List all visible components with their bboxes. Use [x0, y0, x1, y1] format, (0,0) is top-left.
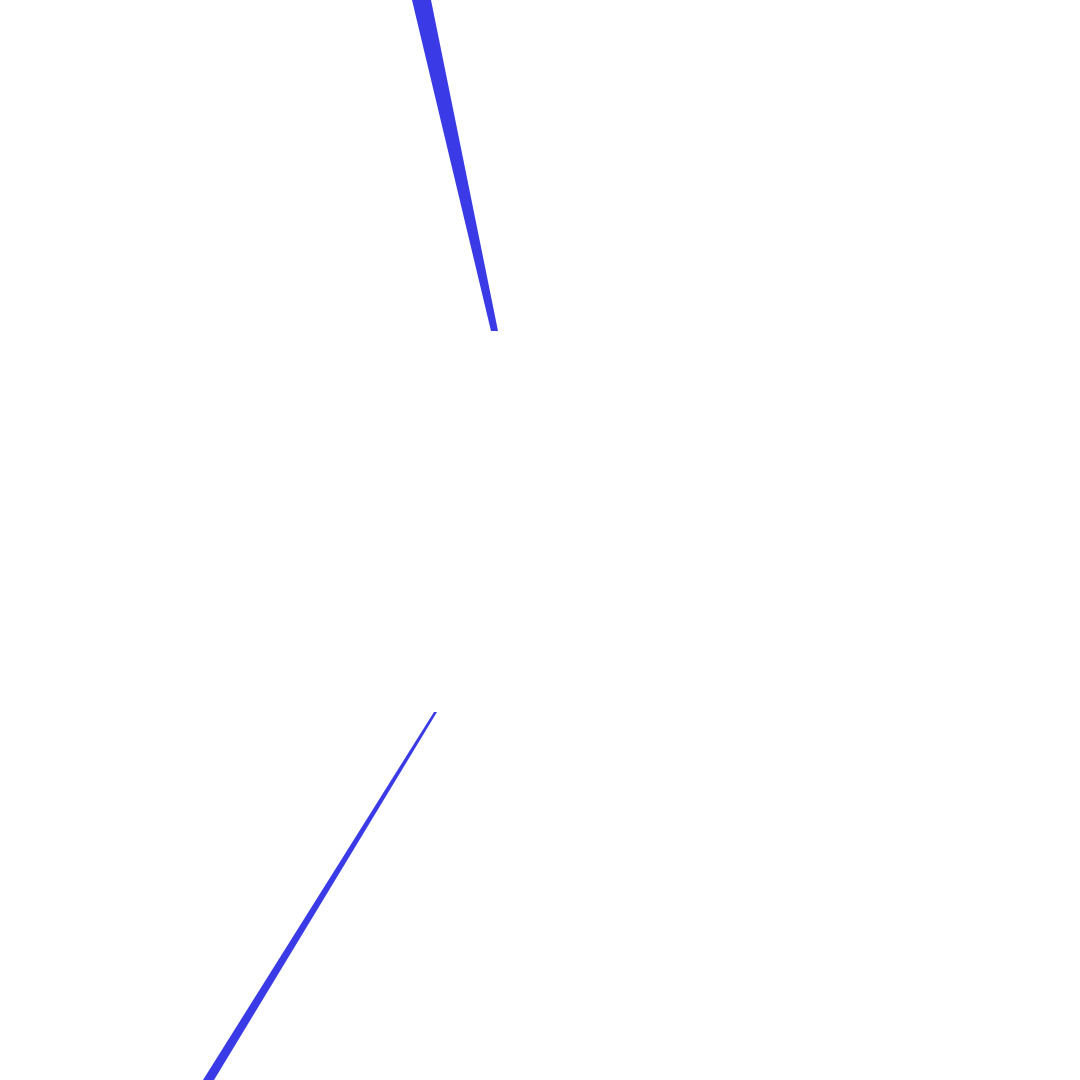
upper-blue-sliver [412, 0, 498, 331]
lower-blue-sliver [203, 712, 437, 1080]
